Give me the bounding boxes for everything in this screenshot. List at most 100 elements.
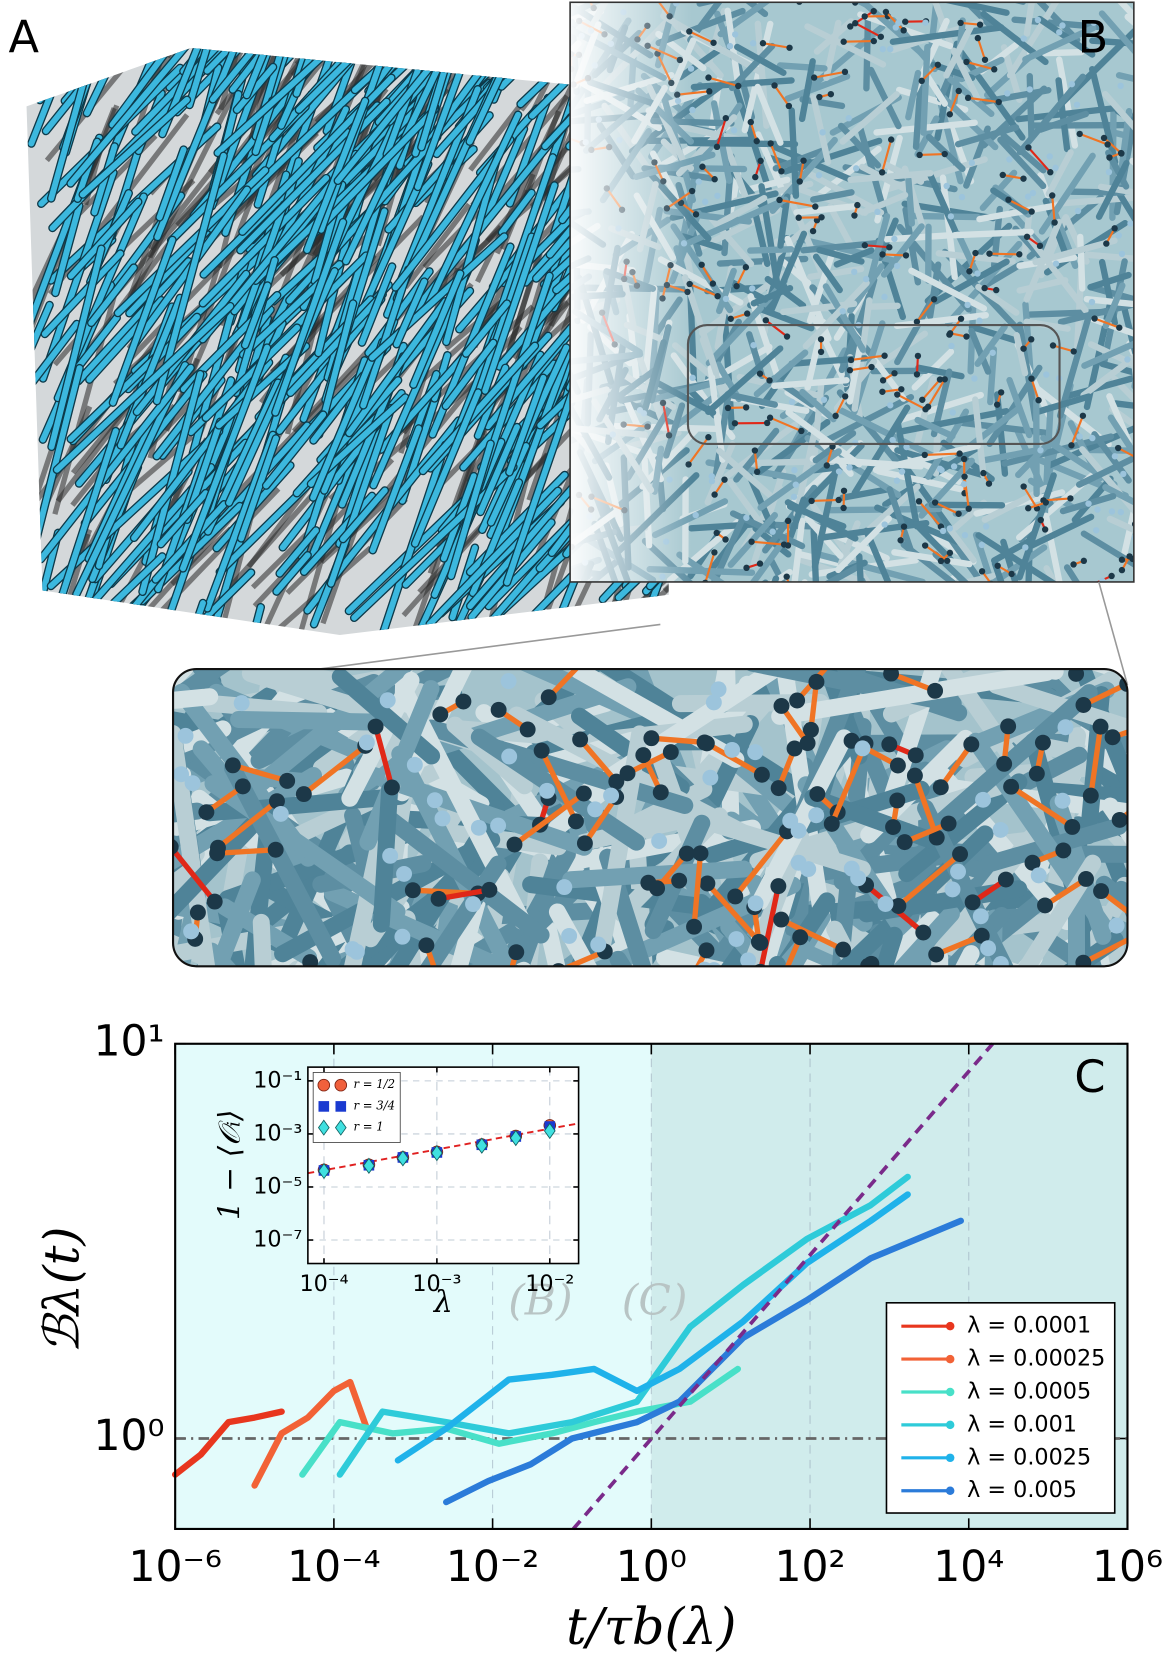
bond xyxy=(1022,485,1039,510)
bond xyxy=(769,416,803,433)
y-axis-label: 1 − ⟨𝒪ᵢ⟩ xyxy=(212,1109,247,1220)
rod-end xyxy=(1117,508,1125,516)
panel-b-fade xyxy=(570,2,693,582)
legend-marker xyxy=(945,1354,955,1364)
rod-end xyxy=(757,157,764,165)
bond xyxy=(841,597,854,603)
rod-end xyxy=(1016,251,1023,258)
rod xyxy=(758,910,941,967)
rod xyxy=(1145,312,1165,345)
rod-end xyxy=(800,157,807,164)
rod xyxy=(871,330,928,371)
rod-end xyxy=(930,296,938,303)
bond xyxy=(715,117,727,148)
rod-end xyxy=(643,730,660,747)
rod-shadow xyxy=(64,0,109,46)
rod-end xyxy=(1093,883,1110,900)
rod-end xyxy=(870,7,877,15)
rod-end xyxy=(817,348,825,356)
bond xyxy=(688,282,719,298)
rod xyxy=(987,676,1128,750)
rod-end xyxy=(850,870,867,887)
rod xyxy=(1033,595,1067,672)
rod xyxy=(631,596,685,620)
rod-end xyxy=(1085,500,1092,507)
rod-end xyxy=(533,742,550,759)
rod xyxy=(785,409,863,468)
rod xyxy=(1106,393,1132,445)
legend-label: r = 1 xyxy=(354,1120,384,1134)
rod xyxy=(793,202,860,216)
rod xyxy=(209,47,287,209)
rod-end xyxy=(302,954,319,967)
bond xyxy=(848,365,873,372)
bond xyxy=(849,354,886,361)
rod-end xyxy=(1146,919,1162,935)
rod-end xyxy=(1165,394,1171,400)
rod-end xyxy=(975,791,991,808)
rod xyxy=(1056,56,1079,149)
rod-end xyxy=(481,881,498,898)
rod-end xyxy=(766,414,774,421)
rod-shadow xyxy=(171,47,292,50)
rod-end xyxy=(914,352,922,360)
rod-end xyxy=(1152,518,1158,524)
legend-label: λ = 0.0005 xyxy=(967,1378,1091,1404)
rod-end xyxy=(1029,189,1037,197)
bond xyxy=(688,30,715,44)
bond xyxy=(173,844,218,905)
rod xyxy=(832,926,903,967)
rod-end xyxy=(786,740,803,757)
rod xyxy=(968,327,992,375)
rod-end xyxy=(576,835,593,852)
rod xyxy=(1028,513,1095,549)
series-line xyxy=(336,1173,911,1478)
rod xyxy=(186,47,226,108)
rod xyxy=(942,2,1010,16)
rod-end xyxy=(740,952,757,967)
rod xyxy=(1065,374,1134,399)
rod xyxy=(79,96,190,198)
rod-end xyxy=(724,741,741,758)
rod-end xyxy=(840,504,847,512)
rod-end xyxy=(552,1022,568,1038)
rod-end xyxy=(1041,526,1049,533)
rod-end xyxy=(783,333,791,340)
rod xyxy=(797,551,849,569)
legend-label: λ = 0.001 xyxy=(967,1411,1077,1437)
rod-end xyxy=(851,268,858,276)
rod-end xyxy=(1120,470,1127,478)
rod xyxy=(1102,282,1126,329)
rod xyxy=(788,107,800,199)
rod-end xyxy=(692,211,700,218)
rod-outline xyxy=(76,603,120,636)
rod-end xyxy=(881,736,898,753)
bond xyxy=(558,11,565,37)
rod-end xyxy=(970,669,987,670)
bond xyxy=(749,121,758,143)
rod-end xyxy=(809,786,826,802)
rod xyxy=(1033,393,1092,416)
rod xyxy=(716,267,737,315)
rod xyxy=(771,575,780,582)
rod-end xyxy=(816,93,823,101)
y-tick-label: 10⁻³ xyxy=(253,1120,302,1146)
rod-end xyxy=(141,929,157,945)
rod xyxy=(323,887,453,967)
rod xyxy=(446,716,533,795)
rod-end xyxy=(808,673,825,690)
rod xyxy=(724,391,778,408)
rod-end xyxy=(1082,787,1099,804)
rod xyxy=(847,169,934,183)
rod-end xyxy=(919,396,926,403)
rod xyxy=(159,47,250,137)
rod-end xyxy=(1118,556,1126,563)
legend-marker xyxy=(945,1420,955,1430)
series-line xyxy=(251,1378,370,1489)
rod xyxy=(991,560,1005,582)
bond xyxy=(555,948,608,967)
bond xyxy=(884,10,905,32)
rod xyxy=(823,563,862,582)
bond xyxy=(1093,317,1121,329)
rod xyxy=(932,258,1010,305)
